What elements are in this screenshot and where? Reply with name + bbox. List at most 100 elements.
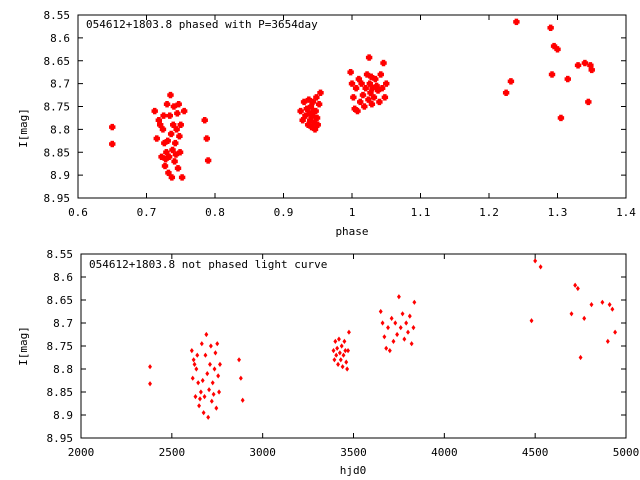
x-tick-label: 5000	[613, 446, 640, 459]
data-point	[400, 311, 405, 317]
data-point	[176, 149, 184, 156]
data-point	[192, 361, 197, 367]
data-point	[203, 135, 210, 142]
data-point	[204, 331, 209, 338]
data-point	[387, 348, 392, 354]
data-point	[213, 350, 218, 356]
data-point	[201, 410, 206, 416]
data-point	[178, 174, 186, 181]
data-point	[348, 80, 356, 87]
data-point	[610, 306, 615, 312]
data-point	[404, 320, 409, 326]
data-point	[362, 85, 369, 92]
y-tick-label: 8.65	[47, 294, 74, 307]
data-point	[165, 169, 172, 177]
data-point	[366, 80, 374, 87]
data-point	[575, 285, 580, 292]
data-point	[303, 105, 310, 112]
data-point	[172, 139, 179, 147]
data-point	[177, 121, 184, 128]
data-point	[369, 85, 376, 92]
data-point	[215, 341, 220, 347]
y-axis-label: I[mag]	[17, 326, 30, 366]
data-point	[172, 151, 180, 158]
data-point	[302, 112, 309, 119]
data-point	[381, 94, 389, 101]
data-point	[299, 117, 306, 124]
data-point	[352, 85, 360, 92]
data-point	[365, 54, 373, 61]
data-point	[557, 114, 565, 122]
data-point	[370, 94, 378, 101]
data-point	[176, 133, 183, 140]
data-point	[200, 377, 205, 384]
data-point	[161, 162, 169, 170]
data-point	[347, 329, 351, 335]
data-point	[306, 110, 313, 117]
data-point	[336, 361, 341, 367]
data-point	[588, 66, 595, 74]
data-point	[502, 89, 510, 96]
data-point	[334, 352, 339, 358]
data-point	[341, 352, 346, 358]
data-point	[173, 126, 180, 133]
y-tick-label: 8.95	[44, 192, 71, 205]
data-point	[208, 343, 213, 349]
x-axis-ticks: 0.6 0.7 0.8 0.9 1 1.1 1.2 1.3 1.4	[68, 15, 636, 219]
data-point	[171, 158, 178, 165]
y-tick-label: 8.8	[53, 363, 73, 376]
data-point	[343, 348, 348, 354]
y-tick-label: 8.6	[53, 271, 73, 284]
y-tick-label: 8.55	[47, 248, 74, 261]
y-axis-ticks: 8.55 8.6 8.65 8.7 8.75 8.8 8.85 8.9 8.95	[44, 9, 626, 205]
data-point	[409, 341, 414, 347]
y-tick-label: 8.9	[53, 409, 73, 422]
data-point	[307, 103, 315, 110]
data-point	[238, 375, 243, 381]
data-point	[174, 110, 181, 117]
data-point	[206, 414, 211, 420]
data-point	[214, 405, 219, 411]
x-tick-label: 1.3	[548, 206, 568, 219]
data-point	[175, 101, 182, 108]
data-point	[554, 46, 561, 53]
y-tick-label: 8.6	[50, 32, 70, 45]
x-tick-label: 4500	[522, 446, 549, 459]
data-point	[386, 325, 390, 331]
data-point	[391, 338, 396, 344]
data-point	[569, 311, 574, 317]
data-point	[372, 75, 379, 83]
data-point	[202, 394, 207, 400]
x-axis-label: phase	[335, 225, 368, 238]
data-point	[191, 357, 196, 363]
y-tick-label: 8.65	[44, 55, 71, 68]
data-point	[109, 140, 116, 148]
data-point	[311, 119, 318, 126]
data-point	[210, 380, 215, 386]
data-point	[411, 325, 416, 331]
data-point	[548, 71, 556, 78]
data-point	[550, 42, 558, 50]
data-point	[335, 345, 340, 351]
data-point	[315, 101, 323, 108]
x-tick-label: 1.1	[411, 206, 431, 219]
unphased-light-curve-panel: 054612+1803.8 not phased light curve hjd…	[17, 248, 639, 477]
data-points	[109, 18, 595, 181]
data-point	[189, 348, 194, 354]
y-tick-label: 8.7	[50, 78, 70, 91]
data-point	[300, 98, 308, 106]
data-point	[168, 174, 176, 181]
data-point	[204, 157, 212, 164]
data-point	[380, 320, 385, 326]
data-point	[507, 78, 515, 85]
data-point	[339, 343, 344, 349]
data-point	[358, 80, 365, 87]
data-point	[157, 121, 164, 128]
data-point	[345, 366, 350, 372]
data-point	[148, 381, 152, 387]
data-point	[193, 394, 198, 400]
data-point	[377, 71, 384, 78]
data-point	[373, 82, 380, 90]
data-point	[359, 91, 367, 99]
data-point	[365, 96, 372, 103]
